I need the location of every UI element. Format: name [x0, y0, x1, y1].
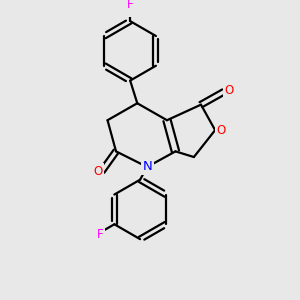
Text: N: N	[142, 160, 152, 173]
Text: F: F	[127, 0, 134, 11]
Text: O: O	[224, 84, 233, 97]
Text: O: O	[93, 165, 102, 178]
Text: F: F	[97, 228, 104, 242]
Text: O: O	[217, 124, 226, 136]
